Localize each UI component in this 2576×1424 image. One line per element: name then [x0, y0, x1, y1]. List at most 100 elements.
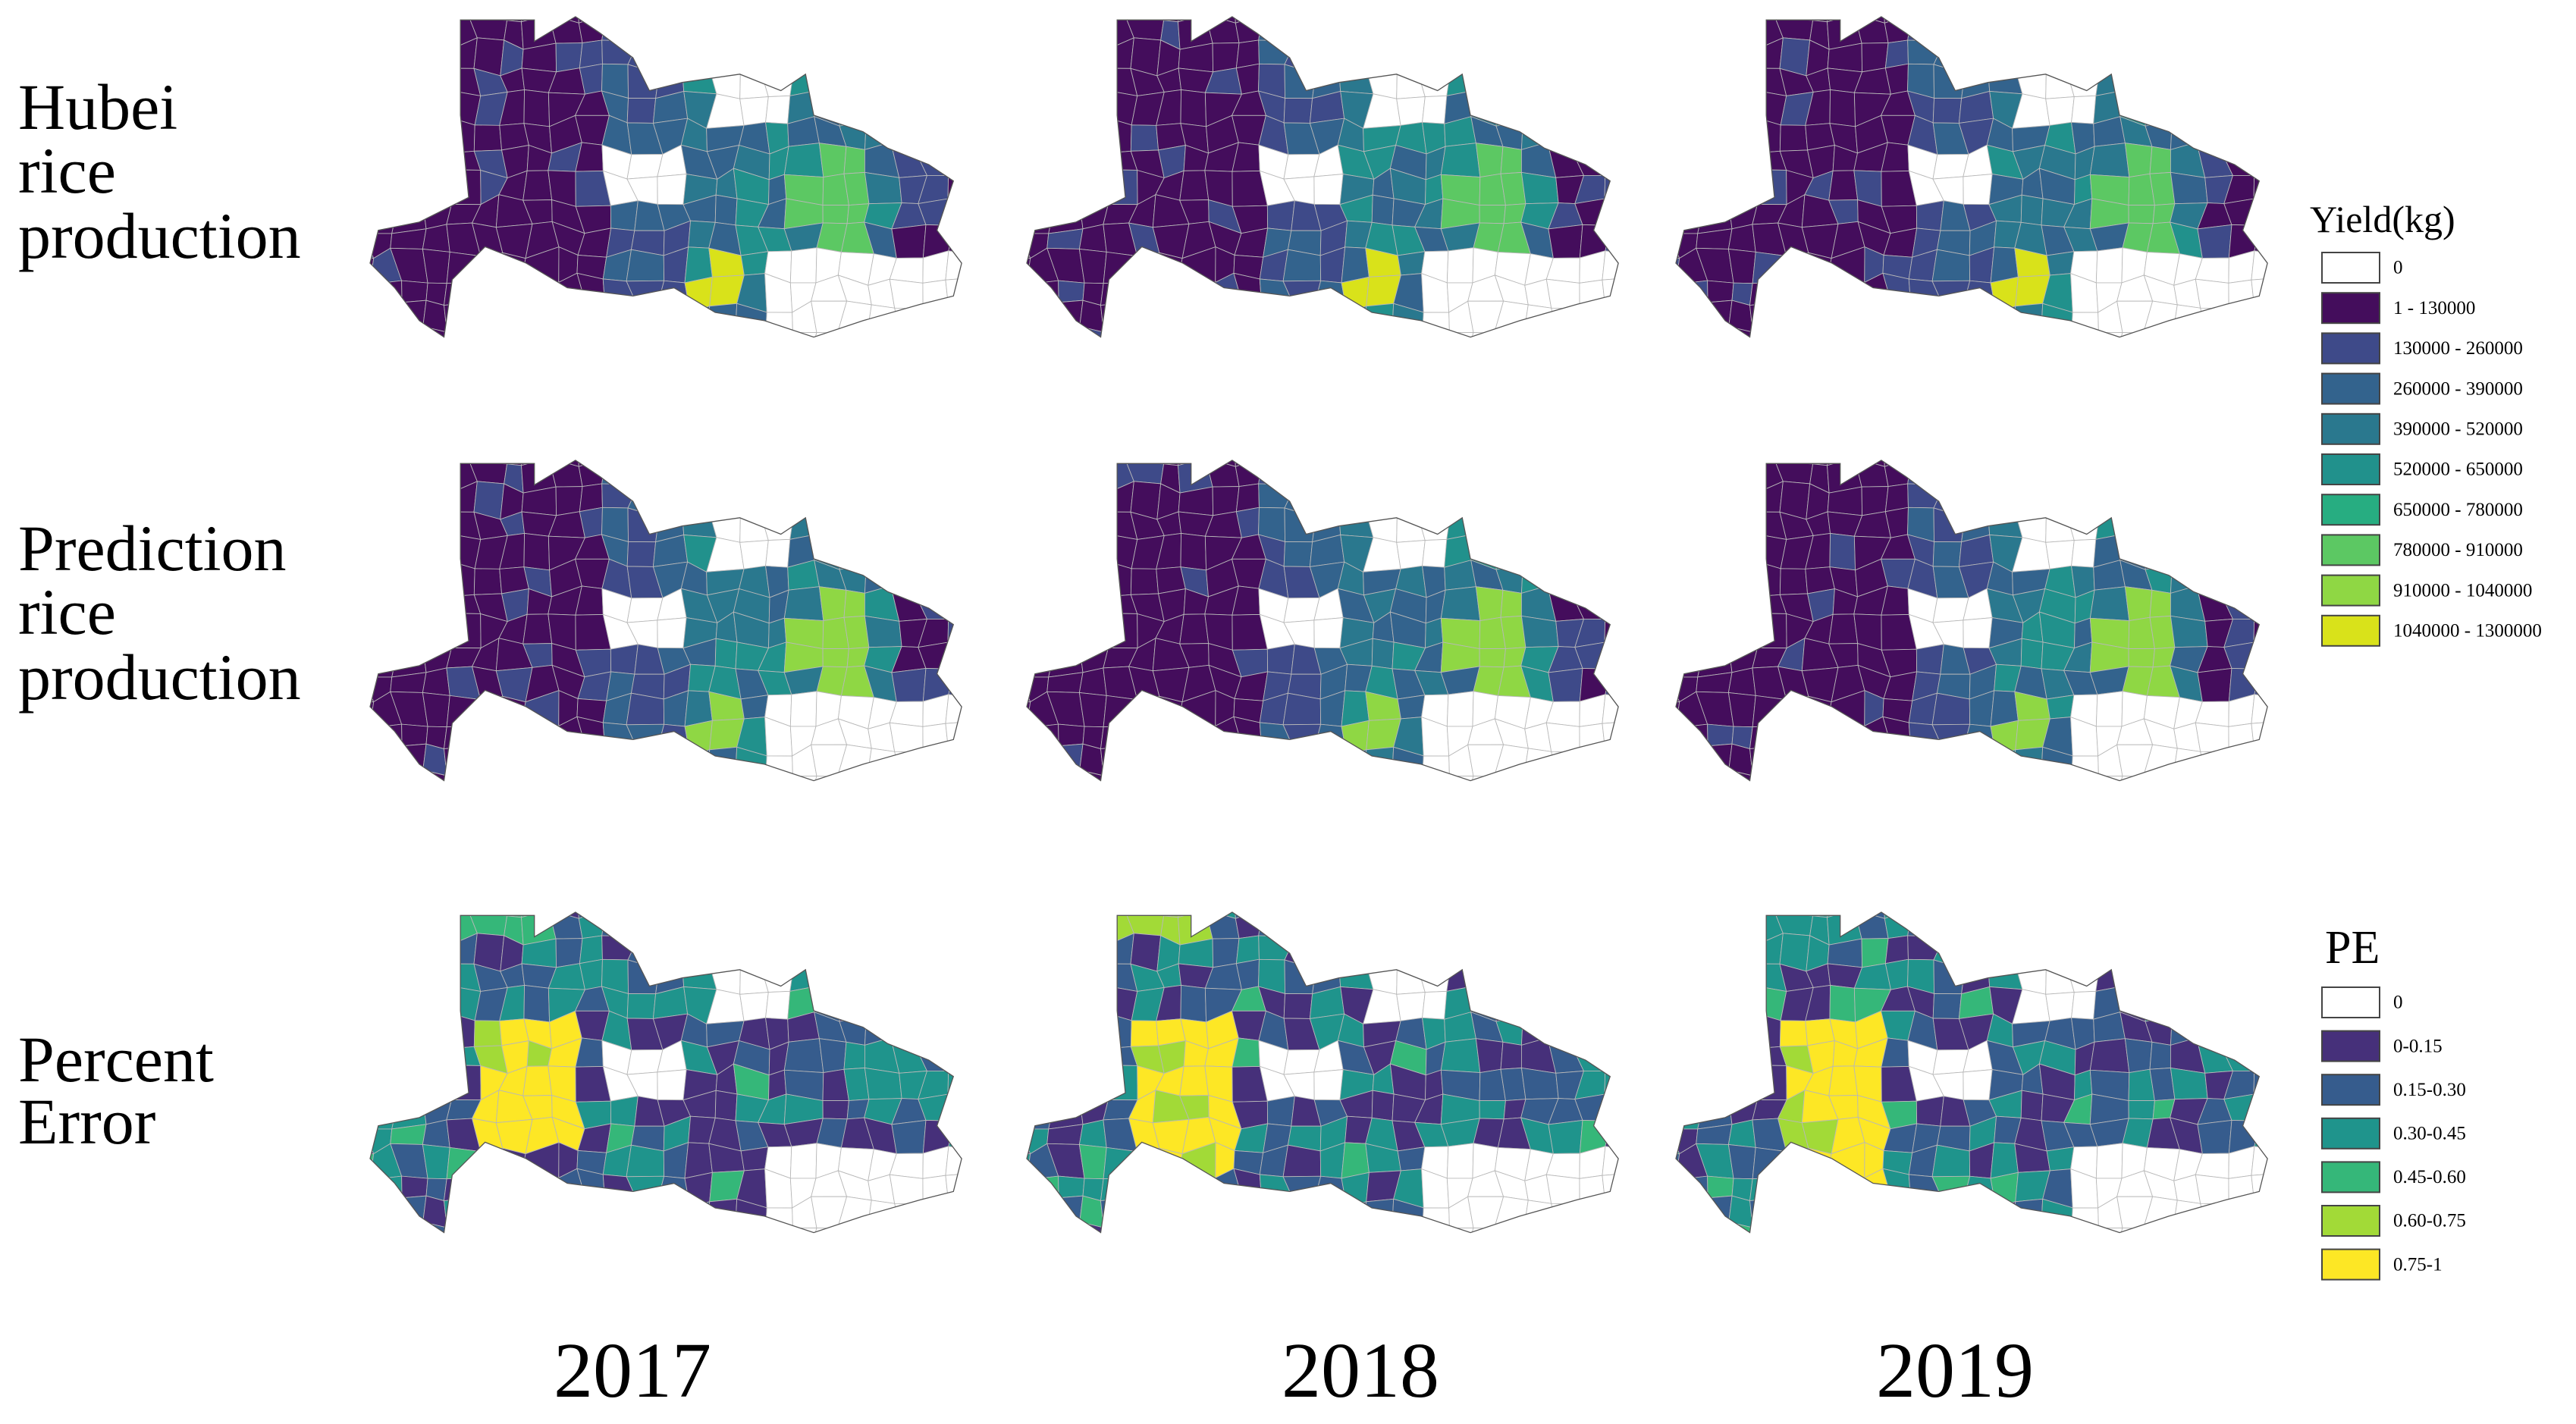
region [868, 912, 902, 936]
region [1155, 1197, 1188, 1230]
region [2038, 480, 2074, 516]
region [2275, 510, 2313, 543]
region [1233, 912, 1263, 919]
region [1551, 1203, 1580, 1227]
region [627, 430, 665, 458]
region [1646, 1020, 1676, 1045]
region [946, 65, 962, 100]
region [2063, 17, 2104, 18]
region [1049, 937, 1082, 964]
region [792, 17, 813, 42]
region [1727, 248, 1756, 284]
region [2170, 171, 2208, 205]
region [2071, 95, 2097, 124]
region [889, 508, 921, 536]
region [2069, 1228, 2100, 1233]
region [759, 40, 795, 68]
region [1728, 743, 1753, 776]
region [1027, 146, 1060, 179]
region [1575, 511, 1611, 541]
region [1776, 274, 1812, 304]
region [842, 67, 872, 95]
region [1730, 17, 1762, 49]
region [1627, 540, 1661, 572]
region [1856, 305, 1893, 335]
region [2089, 143, 2130, 178]
region [1027, 773, 1060, 781]
region [370, 1063, 398, 1103]
region [1702, 1248, 1732, 1283]
region [948, 667, 962, 700]
region [1058, 723, 1085, 747]
region [1285, 770, 1322, 781]
region [1906, 327, 1937, 337]
region [2173, 1224, 2207, 1233]
column-label: 2018 [1282, 1327, 1439, 1414]
region [660, 1249, 684, 1284]
region [971, 540, 1005, 572]
region [707, 1223, 736, 1233]
region [341, 146, 370, 171]
region [1776, 302, 1812, 334]
region [2278, 169, 2311, 199]
region [946, 304, 962, 337]
region [1633, 798, 1664, 831]
region [1050, 585, 1086, 625]
region [2252, 1200, 2268, 1232]
region [679, 17, 716, 50]
region [1644, 798, 1671, 825]
region [1555, 17, 1580, 45]
region [364, 1250, 397, 1276]
region [1050, 1037, 1086, 1077]
region [923, 1251, 948, 1284]
region [1258, 460, 1296, 485]
region [2116, 17, 2150, 24]
region [948, 460, 962, 489]
region [1027, 912, 1057, 945]
region [2224, 488, 2260, 513]
region [899, 912, 924, 941]
region [601, 437, 629, 457]
row-label: production [18, 641, 301, 714]
region [1499, 460, 1527, 463]
region [2092, 460, 2119, 467]
region [2204, 17, 2229, 45]
region [555, 938, 583, 968]
region [473, 568, 503, 595]
region [1631, 908, 1663, 940]
region [2221, 748, 2255, 781]
region [370, 510, 395, 538]
region [679, 797, 717, 830]
region [370, 90, 371, 127]
region [739, 992, 769, 1021]
region [391, 644, 427, 678]
region [1676, 723, 1708, 753]
region [995, 355, 1022, 381]
region [1257, 1251, 1291, 1279]
region [812, 69, 846, 93]
region [1572, 1223, 1605, 1233]
region [522, 774, 557, 781]
region [2173, 328, 2207, 337]
region [997, 1020, 1027, 1045]
region [2221, 328, 2254, 337]
region [976, 355, 1007, 387]
region [2228, 723, 2255, 754]
region [2116, 932, 2152, 969]
region [2254, 460, 2268, 489]
region [918, 67, 954, 98]
region [1082, 89, 1105, 118]
region [1364, 1198, 1395, 1225]
region [2229, 356, 2254, 389]
region [550, 1200, 587, 1231]
region [657, 617, 687, 649]
region [1934, 360, 1969, 388]
region [974, 908, 1006, 940]
region [370, 912, 375, 916]
region [1023, 0, 1056, 11]
region [973, 195, 1006, 233]
region [2173, 65, 2201, 95]
region [424, 460, 456, 493]
region [1127, 1170, 1163, 1200]
region [391, 460, 429, 463]
